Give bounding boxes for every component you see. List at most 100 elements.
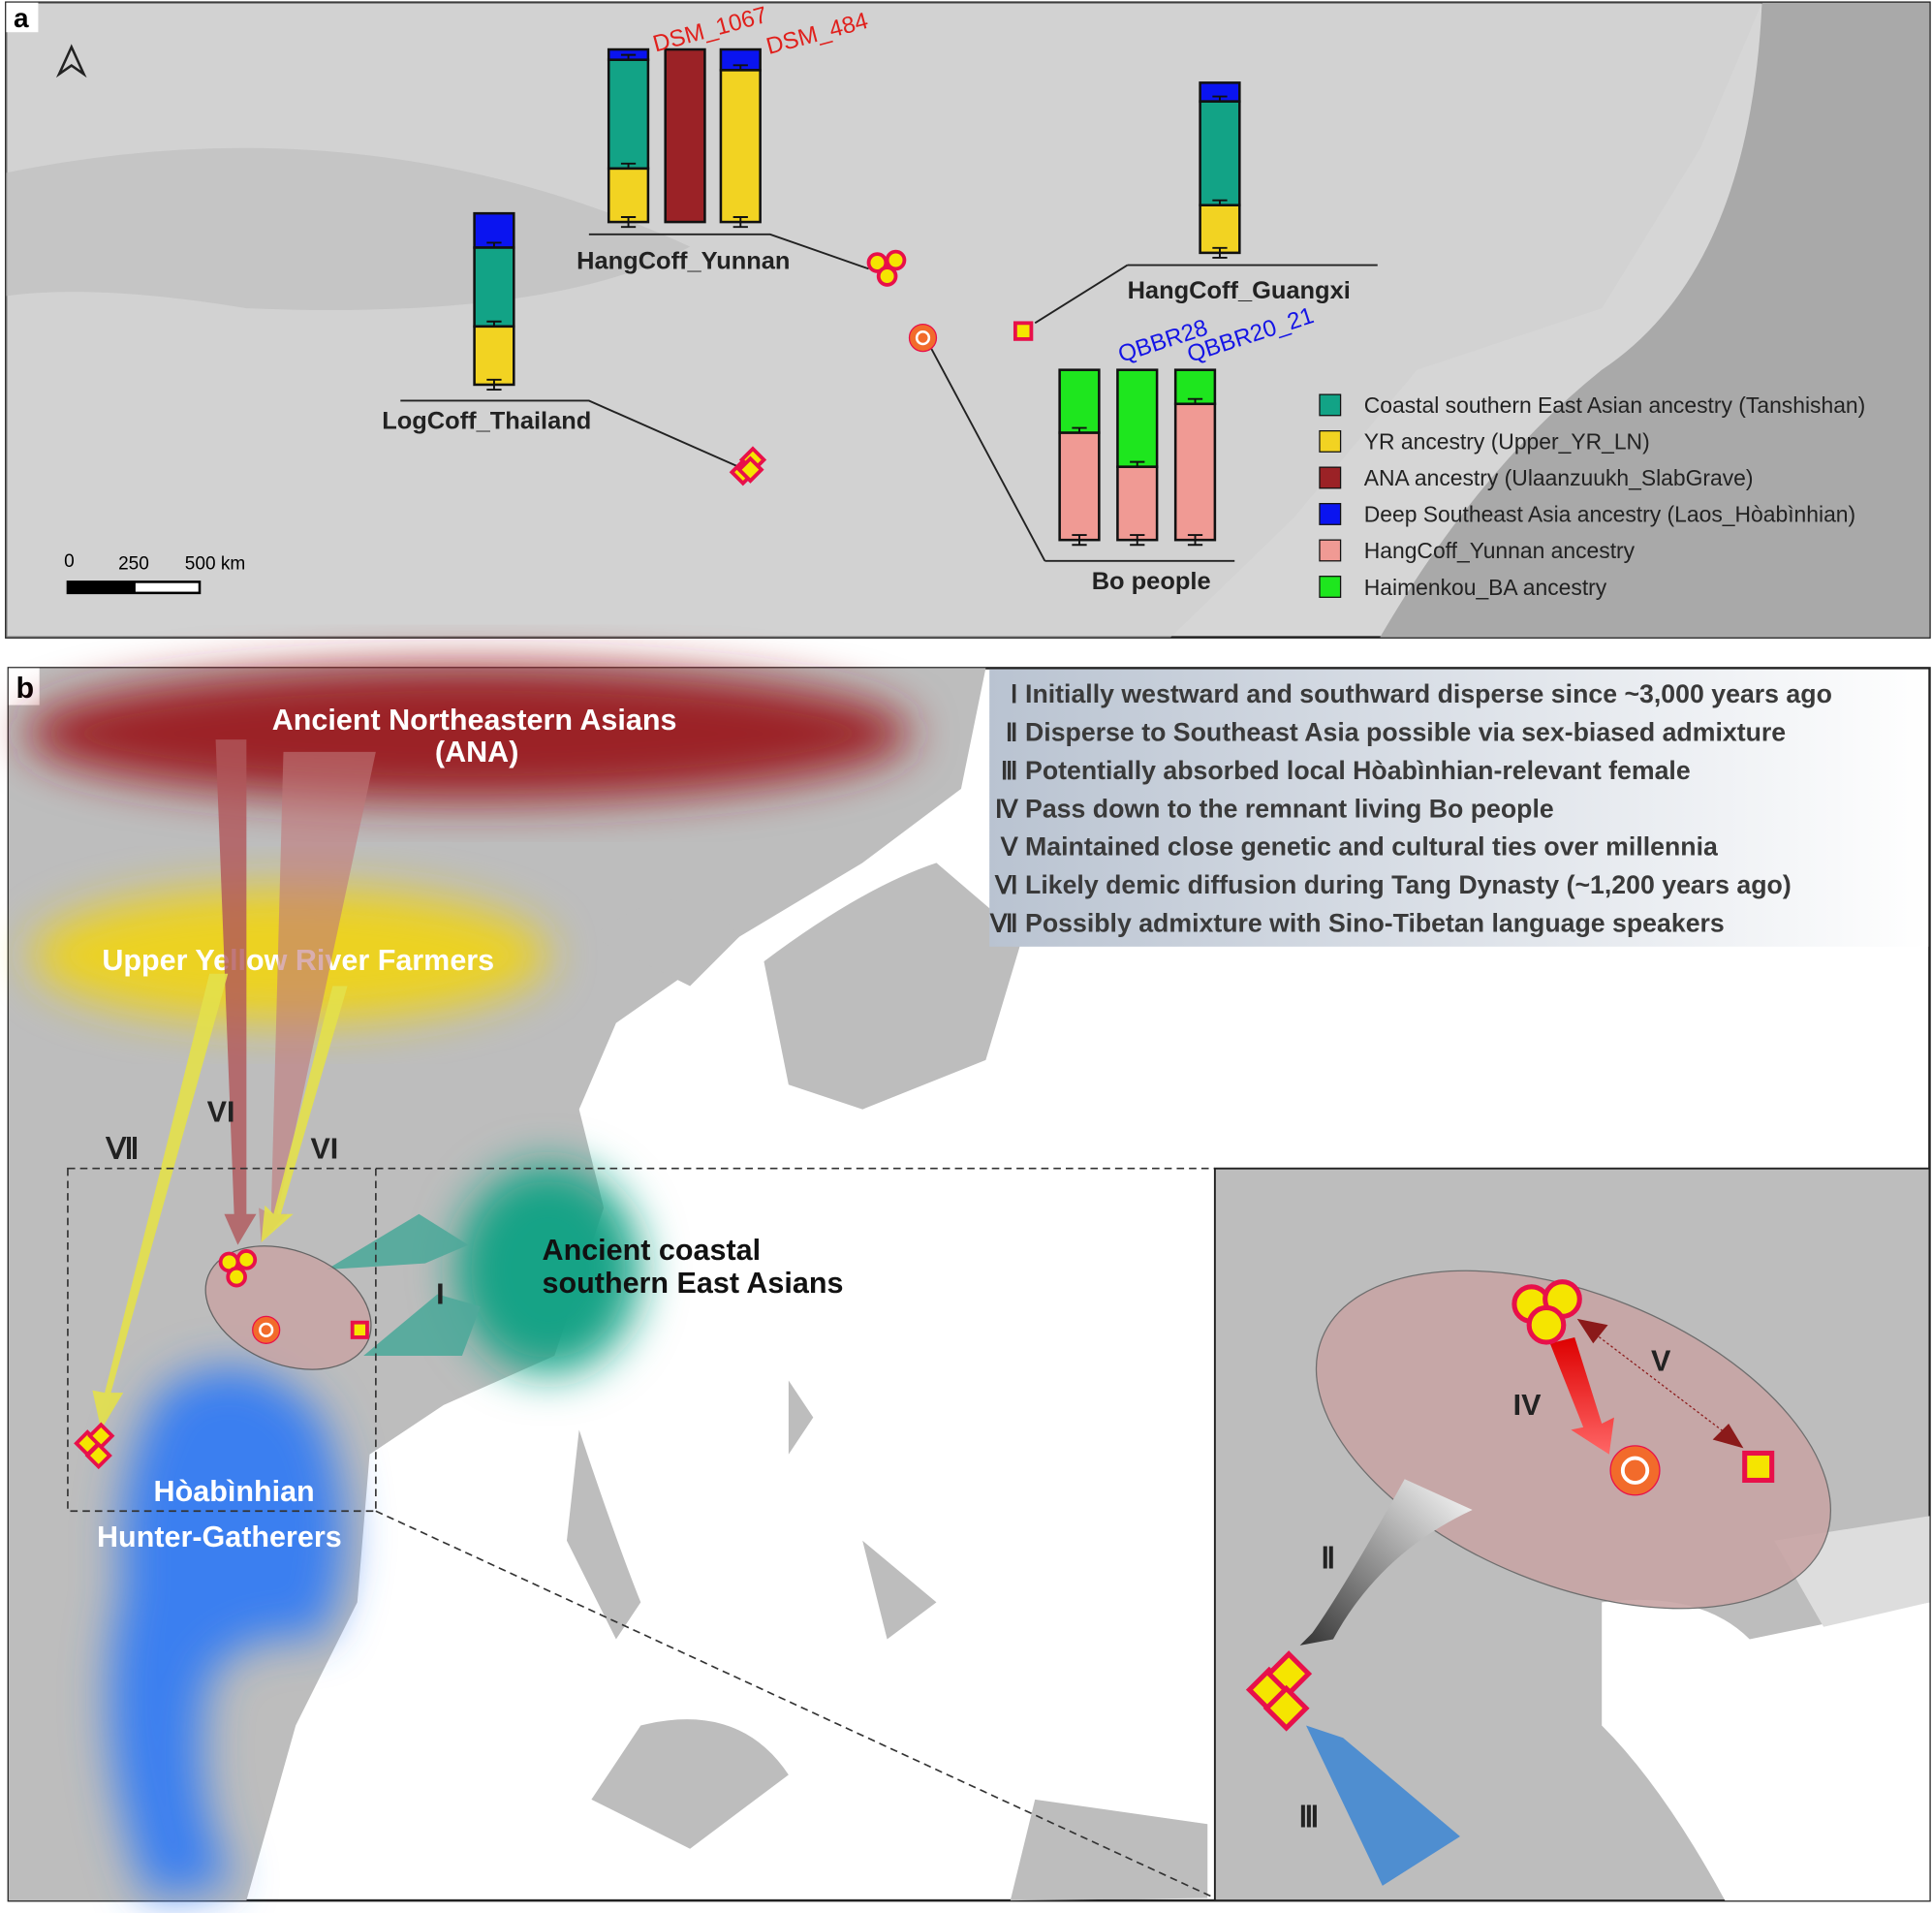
error-bar [1130, 534, 1145, 547]
legend-label: ANA ancestry (Ulaanzuukh_SlabGrave) [1364, 465, 1754, 490]
error-bar [1072, 534, 1087, 547]
stacked-bar [1199, 81, 1241, 259]
label-hangcoff-yunnan: HangCoff_Yunnan [576, 247, 790, 274]
legend-label: Deep Southeast Asia ancestry (Laos_Hòabì… [1364, 502, 1855, 527]
note-item: Ⅴ Maintained close genetic and cultural t… [1000, 832, 1719, 862]
note-item: Ⅳ Pass down to the remnant living Bo peop… [995, 794, 1554, 823]
label-hangcoff-guangxi: HangCoff_Guangxi [1128, 277, 1351, 304]
panel-b-label: b [16, 672, 35, 705]
note-text: Initially westward and southward dispers… [1025, 679, 1832, 708]
square-marker-icon [1013, 321, 1034, 341]
note-text: Likely demic diffusion during Tang Dynas… [1025, 870, 1792, 899]
arrow-label-iv: IV [1513, 1389, 1542, 1422]
region-hoabinhian-2: Hunter-Gatherers [97, 1521, 342, 1553]
region-hoabinhian-1: Hòabìnhian [154, 1475, 315, 1508]
arrow-label-i: I [436, 1278, 444, 1311]
vi-arrow-icon [261, 986, 348, 1243]
i-arrows-icon [326, 1213, 481, 1357]
bar-segment [719, 69, 762, 224]
bar-segment [1116, 368, 1159, 468]
three-circle-marker-icon [866, 249, 907, 287]
note-number: Ⅴ [1000, 834, 1018, 862]
note-text: Maintained close genetic and cultural ti… [1025, 832, 1719, 862]
v-arrows-icon [1576, 1318, 1744, 1449]
arrow-label-vi: VI [207, 1095, 235, 1128]
legend-swatch [1319, 539, 1342, 562]
bar-segment [1058, 368, 1101, 434]
note-item: Ⅰ Initially westward and southward disper… [1011, 679, 1832, 708]
bar-segment [1199, 100, 1241, 207]
legend-swatch [1319, 576, 1342, 598]
bar-segment [1173, 402, 1217, 542]
stacked-bar [607, 47, 650, 229]
vii-arrow-icon [92, 973, 229, 1430]
notes-box [989, 669, 1929, 947]
arrow-label-v: V [1651, 1344, 1671, 1377]
note-item: Ⅵ Likely demic diffusion during Tang Dyna… [994, 870, 1792, 899]
note-item: Ⅱ Disperse to Southeast Asia possible via… [1006, 717, 1786, 746]
ii-arrow-icon [1299, 1479, 1473, 1646]
panel-a: a HangCoff_Yunnan HangCoff_Guangxi LogCo… [5, 1, 1931, 639]
zoom-region-box [67, 1167, 377, 1513]
bar-segment [473, 246, 515, 329]
target-circle-marker-icon [908, 323, 938, 353]
arrow-label-iii: Ⅲ [1298, 1801, 1319, 1834]
scale-tick-250: 250 [118, 554, 149, 575]
bar-segment [607, 58, 650, 171]
label-logcoff-thailand: LogCoff_Thailand [382, 408, 591, 435]
error-bar [732, 216, 748, 229]
stacked-bar [473, 211, 515, 391]
note-item: Ⅲ Potentially absorbed local Hòabìnhian-r… [1001, 756, 1691, 785]
note-number: Ⅰ [1011, 681, 1018, 708]
north-arrow-icon [55, 44, 87, 78]
note-item: Ⅶ Possibly admixture with Sino-Tibetan la… [989, 909, 1725, 938]
legend: Coastal southern East Asian ancestry (Ta… [1319, 392, 1866, 600]
legend-swatch [1319, 466, 1342, 489]
legend-label: HangCoff_Yunnan ancestry [1364, 538, 1636, 563]
bar-segment [664, 47, 706, 224]
note-number: Ⅱ [1006, 719, 1018, 746]
three-circle-marker-icon [1511, 1279, 1582, 1345]
note-number: Ⅲ [1001, 758, 1018, 785]
arrow-label-vi-2: VI [310, 1133, 338, 1166]
note-text: Pass down to the remnant living Bo peopl… [1025, 794, 1554, 823]
square-marker-icon [350, 1320, 369, 1339]
region-ana-abbr: (ANA) [435, 736, 518, 768]
scale-tick-0: 0 [64, 551, 75, 572]
region-coastal-1: Ancient coastal [543, 1234, 762, 1267]
target-circle-marker-icon [252, 1315, 281, 1344]
diamond-marker-icon [1245, 1650, 1313, 1732]
legend-label: YR ancestry (Upper_YR_LN) [1364, 429, 1650, 455]
note-number: Ⅳ [995, 796, 1018, 823]
iii-arrow-icon [1305, 1725, 1460, 1886]
inset-map: V IV Ⅱ Ⅲ [1213, 1167, 1931, 1902]
legend-label: Coastal southern East Asian ancestry (Ta… [1364, 392, 1866, 418]
bar-segment [1199, 204, 1241, 255]
stacked-bar [719, 47, 762, 229]
note-number: Ⅶ [989, 911, 1017, 938]
stacked-bar [1058, 368, 1101, 547]
legend-item: Deep Southeast Asia ancestry (Laos_Hòabì… [1319, 502, 1855, 527]
notes-list: Ⅰ Initially westward and southward disper… [989, 679, 1832, 938]
note-number: Ⅵ [994, 872, 1017, 899]
stacked-bar [1173, 368, 1217, 547]
target-circle-marker-icon [1609, 1445, 1661, 1496]
legend-label: Haimenkou_BA ancestry [1364, 575, 1607, 600]
arrow-label-ii: Ⅱ [1321, 1542, 1335, 1575]
diamond-marker-icon [729, 446, 767, 486]
note-text: Disperse to Southeast Asia possible via … [1025, 717, 1786, 746]
note-text: Potentially absorbed local Hòabìnhian-re… [1025, 756, 1691, 785]
error-bar [486, 378, 502, 391]
error-bar [620, 216, 637, 229]
diamond-marker-icon [74, 1422, 115, 1470]
legend-item: YR ancestry (Upper_YR_LN) [1319, 429, 1650, 455]
coastal-region [455, 1164, 641, 1375]
bar-segment [473, 325, 515, 387]
admixture-bars [473, 47, 1241, 547]
legend-swatch [1319, 503, 1342, 525]
error-bar [1187, 534, 1203, 547]
bar-segment [1116, 465, 1159, 542]
legend-item: Haimenkou_BA ancestry [1319, 575, 1607, 600]
legend-item: Coastal southern East Asian ancestry (Ta… [1319, 392, 1866, 418]
